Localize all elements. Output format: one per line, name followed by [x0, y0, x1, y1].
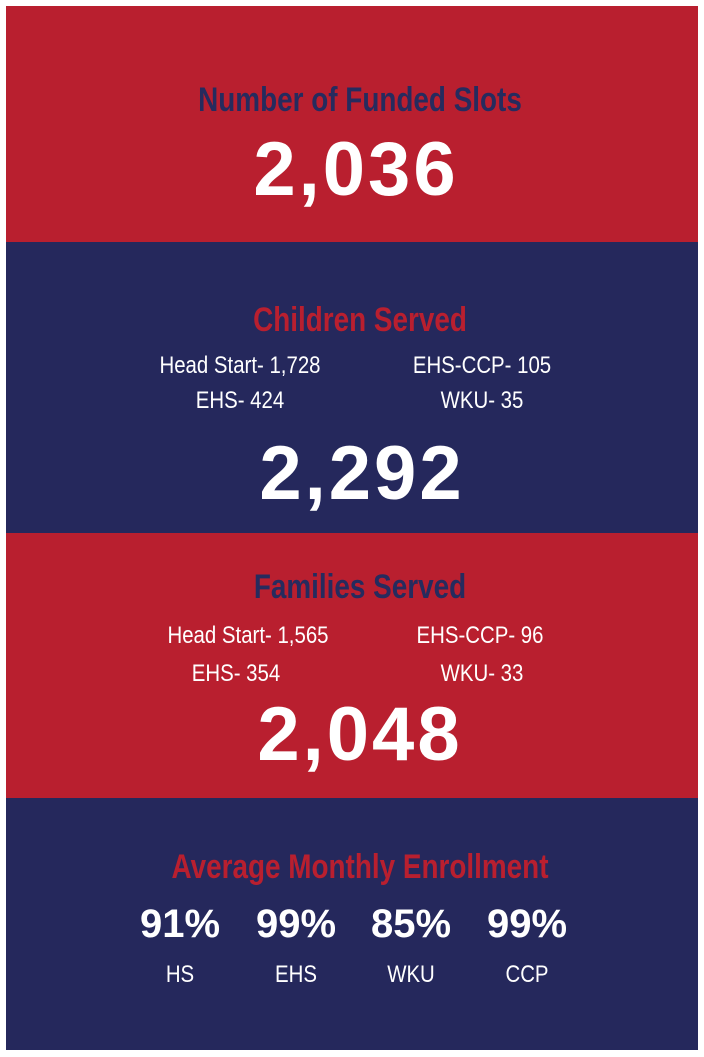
item: EHS-CCP- 105 — [412, 352, 552, 379]
item: EHS- 354 — [191, 660, 281, 687]
section-title: Children Served — [253, 301, 467, 339]
stat-value: 99% — [255, 902, 337, 946]
stat-value: 99% — [486, 902, 568, 946]
stat-label: HS — [165, 961, 195, 988]
section-title: Number of Funded Slots — [198, 81, 522, 119]
item: WKU- 35 — [440, 387, 524, 414]
stat-label: CCP — [505, 961, 549, 988]
stat-value: 91% — [139, 902, 221, 946]
total: 2,048 — [257, 692, 463, 777]
item: Head Start- 1,565 — [167, 622, 329, 649]
panel-children — [6, 242, 698, 533]
total: 2,292 — [259, 431, 465, 516]
panel-slots — [6, 6, 698, 242]
stat-value: 85% — [370, 902, 452, 946]
section-title: Families Served — [253, 568, 467, 606]
section-title: Average Monthly Enrollment — [171, 848, 549, 886]
item: EHS-CCP- 96 — [416, 622, 544, 649]
panel-enrollment — [6, 798, 698, 1050]
total: 2,036 — [253, 127, 459, 212]
stat-label: EHS — [275, 961, 317, 988]
item: Head Start- 1,728 — [159, 352, 321, 379]
panel-families — [6, 533, 698, 798]
item: EHS- 424 — [195, 387, 285, 414]
item: WKU- 33 — [440, 660, 524, 687]
stat-label: WKU — [387, 961, 435, 988]
